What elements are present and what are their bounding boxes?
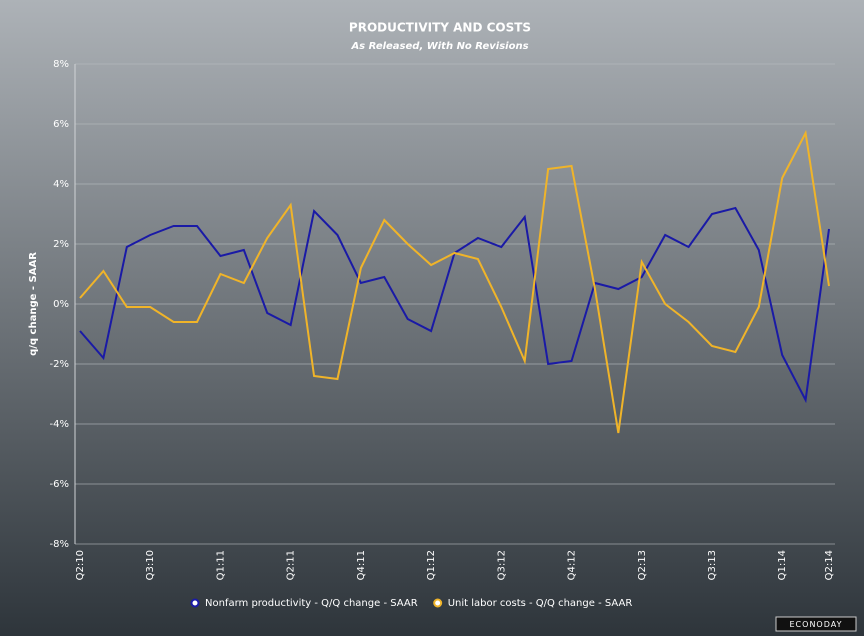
y-tick-label: 2% xyxy=(53,239,69,250)
legend-marker xyxy=(190,598,200,608)
x-tick-label: Q4:12 xyxy=(567,550,578,580)
y-tick-label: 8% xyxy=(53,59,69,70)
chart-title: PRODUCTIVITY AND COSTS xyxy=(349,21,531,35)
y-tick-label: -8% xyxy=(50,539,69,550)
legend-marker xyxy=(433,598,443,608)
y-tick-label: -2% xyxy=(50,359,69,370)
x-tick-label: Q2:13 xyxy=(637,550,648,580)
brand: ECONODAY xyxy=(790,620,843,629)
x-tick-label: Q2:11 xyxy=(286,550,297,580)
series-line xyxy=(79,129,830,434)
y-tick-label: -4% xyxy=(50,419,69,430)
x-tick-label: Q3:10 xyxy=(145,550,156,580)
x-tick-label: Q1:12 xyxy=(426,550,437,580)
x-tick-label: Q1:14 xyxy=(777,550,788,580)
brand-box xyxy=(775,616,857,632)
x-tick-label: Q1:11 xyxy=(215,550,226,580)
chart-subtitle: As Released, With No Revisions xyxy=(350,41,528,52)
y-tick-label: 4% xyxy=(53,179,69,190)
x-tick-label: Q3:13 xyxy=(707,550,718,580)
legend-label: Unit labor costs - Q/Q change - SAAR xyxy=(448,598,633,609)
x-tick-label: Q3:12 xyxy=(496,550,507,580)
x-tick-label: Q4:11 xyxy=(356,550,367,580)
x-tick-label: Q2:14 xyxy=(824,550,835,580)
y-tick-label: 0% xyxy=(53,299,69,310)
y-tick-label: 6% xyxy=(53,119,69,130)
y-axis-label: q/q change - SAAR xyxy=(28,252,39,356)
y-tick-label: -6% xyxy=(50,479,69,490)
legend-label: Nonfarm productivity - Q/Q change - SAAR xyxy=(205,598,418,609)
x-tick-label: Q2:10 xyxy=(75,550,86,580)
